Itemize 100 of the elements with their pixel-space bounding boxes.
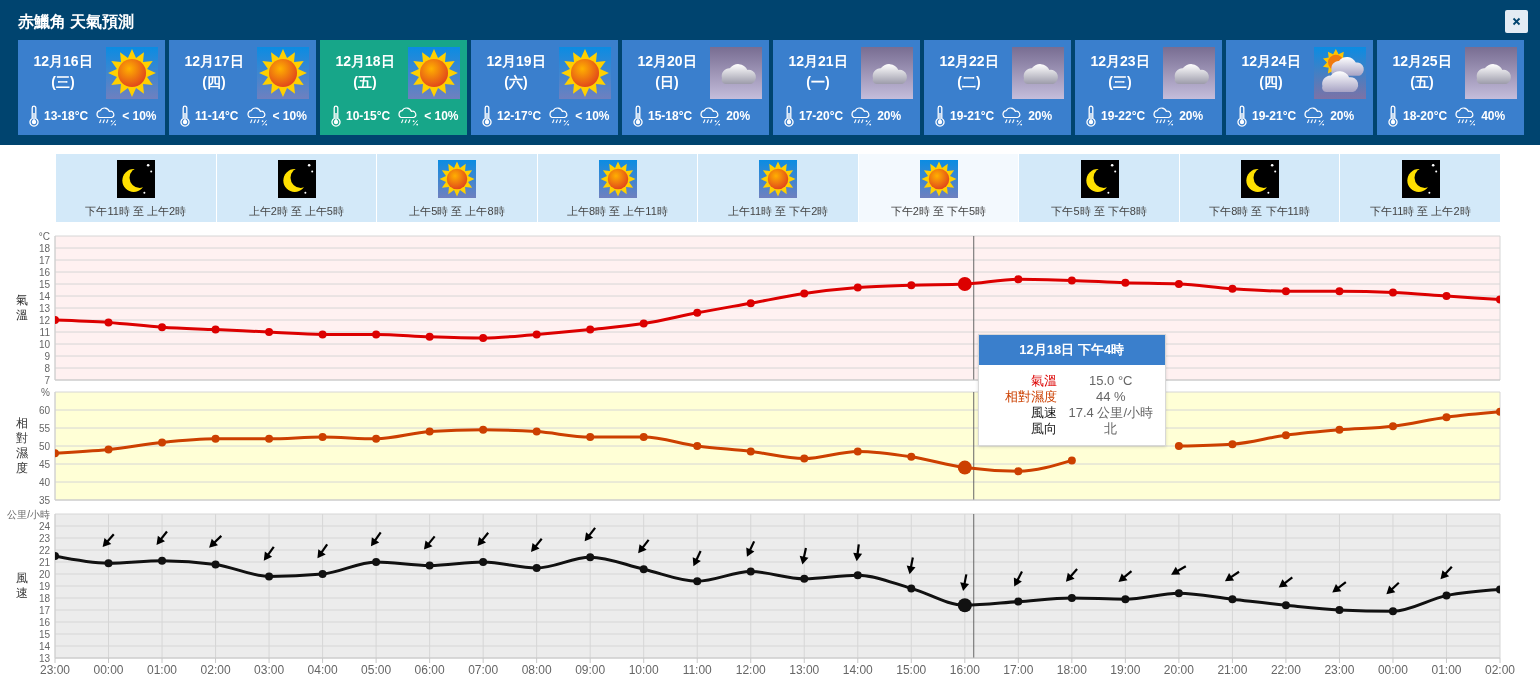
x-tick-label: 06:00: [414, 662, 445, 677]
y-tick-label: 18: [38, 592, 51, 604]
category-label: 上午11時 至 下午2時: [726, 204, 830, 218]
y-tick-label: 10: [38, 338, 51, 350]
x-tick-label: 20:00: [1163, 662, 1195, 677]
x-tick-label: 03:00: [254, 662, 285, 677]
y-tick-label: 15: [38, 628, 51, 640]
y-tick-label: 16: [38, 616, 51, 628]
y-tick-label: 16: [38, 266, 51, 278]
y-tick-label: 15: [38, 278, 51, 290]
x-tick-label: 02:00: [200, 662, 231, 677]
y-tick-label: 21: [38, 556, 51, 568]
category-label: 12月22日 (二): [938, 52, 1000, 92]
category-label: 上午5時 至 上午8時: [408, 204, 506, 218]
y-tick-label: 7: [44, 374, 51, 386]
category-label: 上午2時 至 上午5時: [247, 204, 345, 218]
annotation: 氣溫: [1029, 373, 1057, 389]
y-tick-label: 19: [38, 580, 51, 592]
y-tick-label: 8: [44, 362, 51, 374]
text: 12-17°C: [497, 109, 542, 123]
x-tick-label: 14:00: [842, 662, 874, 677]
y-tick-label: 公里/小時: [7, 508, 50, 520]
text: 13-18°C: [44, 109, 89, 123]
x-tick-label: 21:00: [1217, 662, 1248, 677]
annotation: 12月18日 下午4時: [978, 335, 1165, 365]
text: 19-21°C: [950, 109, 995, 123]
x-tick-label: 18:00: [1056, 662, 1088, 677]
x-tick-label: 12:00: [735, 662, 767, 677]
y-tick-label: 50: [38, 440, 51, 452]
y-tick-label: 55: [38, 422, 51, 434]
text: 18-20°C: [1403, 109, 1448, 123]
text: 19-21°C: [1252, 109, 1297, 123]
x-tick-label: 13:00: [789, 662, 820, 677]
x-tick-label: 09:00: [575, 662, 606, 677]
y-tick-label: 13: [38, 652, 51, 664]
y-tick-label: 60: [38, 404, 51, 416]
text: 19-22°C: [1101, 109, 1146, 123]
category-label: 12月23日 (三): [1089, 52, 1151, 92]
category-label: 12月18日 (五): [334, 52, 396, 92]
text: < 10%: [575, 109, 610, 123]
category-label: 12月25日 (五): [1391, 52, 1453, 92]
category-label: 下午8時 至 下午11時: [1208, 204, 1311, 218]
y-tick-label: 22: [38, 544, 51, 556]
y-axis-title: 風速: [15, 571, 29, 601]
text: 20%: [1330, 109, 1355, 123]
category-label: 12月17日 (四): [183, 52, 245, 92]
annotation: 北: [1103, 421, 1119, 437]
text: 10-15°C: [346, 109, 391, 123]
category-label: 12月20日 (日): [636, 52, 698, 92]
annotation: 相對濕度: [1003, 389, 1057, 405]
text: 20%: [877, 109, 902, 123]
text: 20%: [1179, 109, 1204, 123]
x-tick-label: 04:00: [307, 662, 338, 677]
category-label: 下午11時 至 上午2時: [1368, 204, 1472, 218]
text: 11-14°C: [195, 109, 239, 123]
annotation: 風向: [1029, 421, 1057, 437]
category-label: 12月19日 (六): [485, 52, 547, 92]
annotation: 44 %: [1094, 389, 1127, 405]
category-label: 下午2時 至 下午5時: [889, 204, 988, 218]
category-label: 12月21日 (一): [787, 52, 849, 92]
y-tick-label: 23: [38, 532, 51, 544]
x-tick-label: 16:00: [949, 662, 981, 677]
x-tick-label: 02:00: [1484, 662, 1516, 677]
text: 17-20°C: [799, 109, 844, 123]
x-tick-label: 00:00: [93, 662, 124, 677]
text: 15-18°C: [648, 109, 693, 123]
x-tick-label: 22:00: [1270, 662, 1302, 677]
text: 赤鱲角 天氣預測: [18, 12, 135, 32]
text: 40%: [1481, 109, 1506, 123]
text: < 10%: [424, 109, 459, 123]
y-tick-label: 18: [38, 242, 51, 254]
y-tick-label: 9: [44, 350, 51, 362]
x-tick-label: 23:00: [39, 662, 71, 677]
text: 20%: [1028, 109, 1053, 123]
y-tick-label: 17: [38, 254, 51, 266]
category-label: 12月16日 (三): [32, 52, 94, 92]
text: < 10%: [122, 109, 157, 123]
x-tick-label: 10:00: [628, 662, 660, 677]
y-tick-label: °C: [38, 230, 50, 242]
x-tick-label: 11:00: [682, 662, 713, 677]
text: < 10%: [272, 109, 307, 123]
y-tick-label: 45: [38, 458, 51, 470]
x-tick-label: 00:00: [1377, 662, 1409, 677]
y-tick-label: 20: [38, 568, 51, 580]
x-tick-label: 07:00: [468, 662, 499, 677]
y-tick-label: 17: [38, 604, 51, 616]
x-tick-label: 08:00: [521, 662, 553, 677]
y-tick-label: 14: [38, 640, 51, 652]
y-tick-label: 35: [38, 494, 51, 506]
x-tick-label: 15:00: [896, 662, 927, 677]
category-label: 12月24日 (四): [1240, 52, 1302, 92]
y-tick-label: 14: [38, 290, 51, 302]
y-tick-label: %: [41, 386, 51, 398]
category-label: 下午5時 至 下午8時: [1050, 204, 1148, 218]
y-tick-label: 11: [39, 326, 51, 338]
annotation: 風速: [1029, 405, 1057, 421]
y-tick-label: 24: [38, 520, 51, 532]
annotation: 15.0 °C: [1087, 373, 1134, 389]
y-tick-label: 12: [38, 314, 51, 326]
x-tick-label: 01:00: [1431, 662, 1462, 677]
